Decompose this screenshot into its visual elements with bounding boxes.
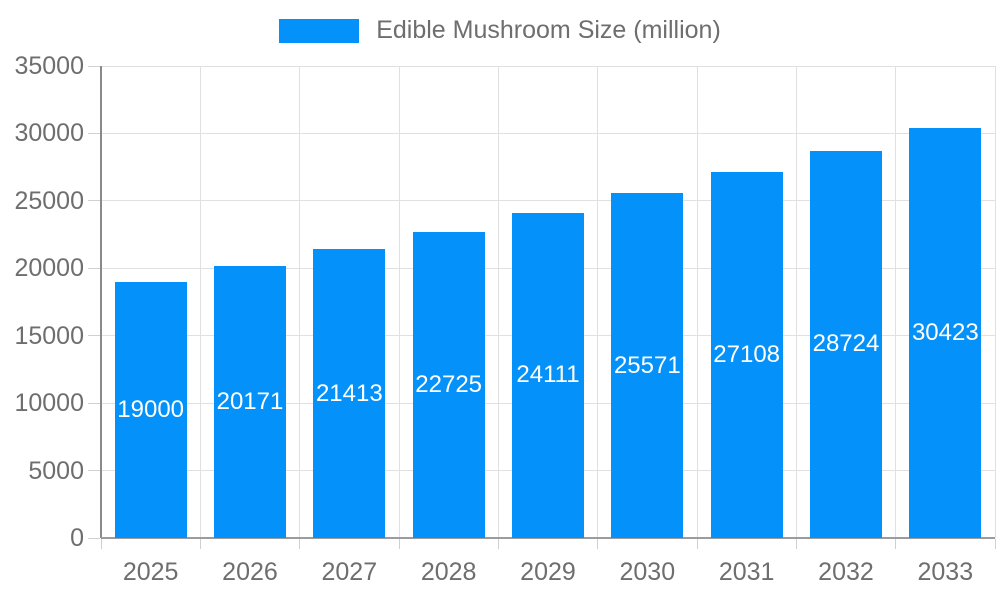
x-gridline [398,66,400,538]
bar-2028[interactable] [412,231,485,538]
x-axis-label: 2032 [818,558,874,586]
legend: Edible Mushroom Size (million) [0,16,1000,45]
legend-swatch [279,18,360,43]
x-gridline [597,66,599,538]
x-axis-label: 2030 [619,558,676,586]
y-gridline [101,65,995,67]
bar-2032[interactable] [810,150,882,538]
y-axis-label: 10000 [14,389,84,418]
x-gridline [299,66,301,538]
x-axis-tick [497,539,499,549]
y-axis-label: 25000 [14,186,84,215]
x-axis-label: 2028 [420,558,477,586]
y-axis-tick [88,267,100,269]
x-axis-label: 2029 [520,558,576,586]
x-gridline [994,66,996,538]
y-axis-tick [88,132,100,134]
x-axis-line [101,537,995,539]
x-axis-tick [100,539,102,549]
y-axis-label: 30000 [14,119,84,148]
y-axis-tick [88,335,100,337]
x-gridline [696,66,698,538]
x-axis-label: 2033 [917,558,974,586]
y-axis-label: 35000 [14,52,84,80]
bar-2025[interactable] [114,281,187,538]
y-axis-line [100,66,102,538]
legend-label: Edible Mushroom Size (million) [376,16,721,44]
x-axis-tick [895,539,897,549]
x-axis-tick [199,539,201,549]
plot-area: 19000 20171 21413 22725 24111 25571 27108 28724… [88,65,996,549]
x-gridline [199,66,201,538]
x-gridline [795,66,797,538]
bar-2026[interactable] [214,265,286,538]
x-axis-label: 2027 [321,558,378,586]
bar-2031[interactable] [710,172,783,538]
x-axis-tick [597,539,599,549]
y-axis-label: 20000 [14,254,84,283]
x-axis-label: 2026 [222,558,278,586]
x-gridline [895,66,897,538]
legend-item[interactable]: Edible Mushroom Size (million) [279,16,721,45]
y-axis-tick [88,200,100,202]
y-axis-tick [88,65,100,67]
x-axis-tick [994,539,996,549]
y-axis-tick [88,537,100,539]
y-axis-label: 5000 [28,456,84,485]
y-gridline [101,200,995,202]
x-axis-tick [299,539,301,549]
bar-2030[interactable] [611,193,684,538]
x-axis-tick [696,539,698,549]
bar-2029[interactable] [512,212,584,538]
y-axis-tick [88,470,100,472]
x-axis-tick [398,539,400,549]
x-axis-label: 2025 [122,558,179,586]
x-gridline [497,66,499,538]
x-axis-label: 2031 [718,558,775,586]
bar-2027[interactable] [313,249,386,538]
x-axis-tick [795,539,797,549]
y-axis-label: 15000 [14,321,84,350]
y-axis-tick [88,402,100,404]
y-gridline [101,132,995,134]
y-axis-label: 0 [70,524,84,552]
bar-2033[interactable] [909,127,982,538]
